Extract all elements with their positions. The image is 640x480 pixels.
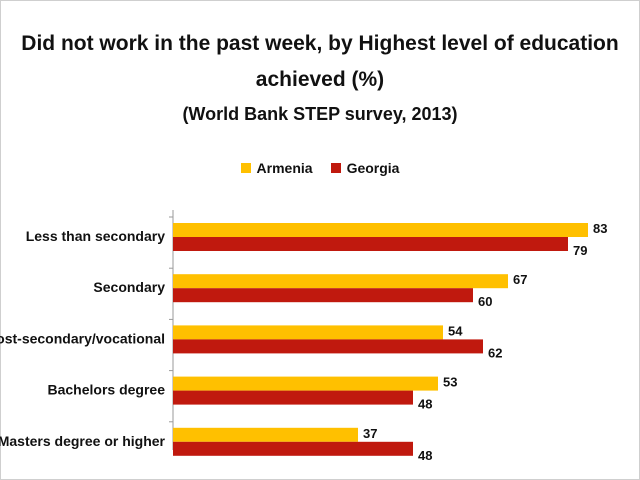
value-label-georgia-masters-degree-or-higher: 48 bbox=[418, 448, 432, 463]
legend: Armenia Georgia bbox=[0, 160, 640, 176]
bar-armenia-secondary bbox=[173, 274, 508, 289]
bar-armenia-post-secondary-vocational bbox=[173, 325, 443, 340]
chart-title-line1: Did not work in the past week, by Highes… bbox=[21, 32, 619, 55]
value-label-armenia-post-secondary-vocational: 54 bbox=[448, 323, 463, 338]
value-label-armenia-bachelors-degree: 53 bbox=[443, 375, 457, 390]
legend-label-armenia: Armenia bbox=[256, 160, 313, 176]
value-label-armenia-masters-degree-or-higher: 37 bbox=[363, 426, 377, 441]
category-label-post-secondary-vocational: Post-secondary/vocational bbox=[0, 330, 165, 346]
bar-armenia-less-than-secondary bbox=[173, 223, 588, 237]
category-label-less-than-secondary: Less than secondary bbox=[26, 228, 165, 244]
legend-item-armenia: Armenia bbox=[240, 160, 313, 176]
legend-swatch-armenia bbox=[240, 163, 251, 173]
chart-subtitle: (World Bank STEP survey, 2013) bbox=[182, 104, 458, 124]
category-label-secondary: Secondary bbox=[93, 279, 165, 295]
bar-georgia-post-secondary-vocational bbox=[173, 339, 483, 354]
category-label-masters-degree-or-higher: Masters degree or higher bbox=[0, 433, 166, 449]
value-label-armenia-secondary: 67 bbox=[513, 272, 527, 287]
legend-label-georgia: Georgia bbox=[346, 160, 400, 176]
bar-georgia-secondary bbox=[173, 288, 473, 303]
bar-armenia-bachelors-degree bbox=[173, 376, 438, 391]
category-label-bachelors-degree: Bachelors degree bbox=[48, 382, 166, 398]
value-label-georgia-less-than-secondary: 79 bbox=[573, 243, 587, 258]
legend-swatch-georgia bbox=[330, 163, 341, 173]
bar-georgia-less-than-secondary bbox=[173, 237, 568, 251]
value-label-georgia-secondary: 60 bbox=[478, 294, 492, 309]
chart-title-line2: achieved (%) bbox=[255, 68, 385, 91]
value-label-georgia-post-secondary-vocational: 62 bbox=[488, 345, 502, 360]
value-label-armenia-less-than-secondary: 83 bbox=[593, 221, 607, 236]
legend-item-georgia: Georgia bbox=[330, 160, 400, 176]
bar-georgia-masters-degree-or-higher bbox=[173, 441, 413, 456]
bar-armenia-masters-degree-or-higher bbox=[173, 427, 358, 442]
bar-georgia-bachelors-degree bbox=[173, 390, 413, 405]
value-label-georgia-bachelors-degree: 48 bbox=[418, 397, 432, 412]
